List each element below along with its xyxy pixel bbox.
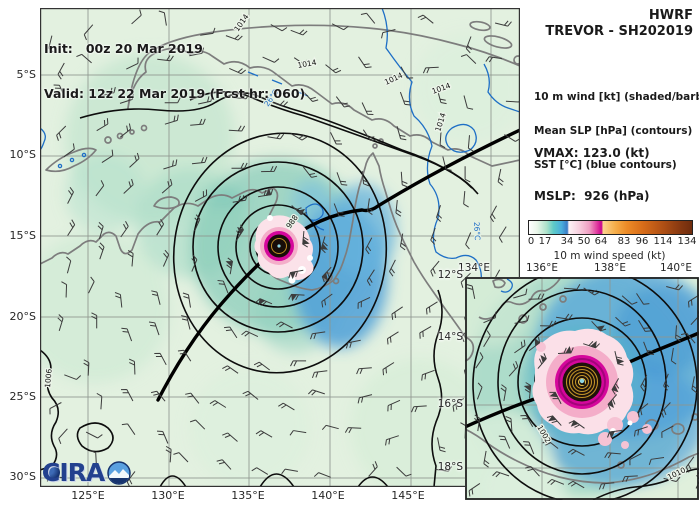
model-name: HWRF [648, 8, 693, 23]
vmax-value: VMAX: 123.0 (kt) [534, 145, 650, 160]
lon-tick: 136°E [526, 262, 558, 274]
globe-icon [43, 464, 60, 481]
lon-tick: 135°E [231, 489, 265, 502]
field-legend: 10 m wind [kt] (shaded/barb) Mean SLP [h… [534, 70, 699, 194]
cbar-tick: 17 [538, 236, 552, 247]
init-time: Init: 00z 20 Mar 2019 [44, 40, 203, 56]
lat-tick: 10°S [9, 148, 36, 161]
sst-label: 26°C [472, 222, 482, 241]
inset-map-border [465, 277, 699, 500]
model-storm-header: HWRF TREVOR - SH202019 [545, 8, 693, 41]
wind-colorbar [528, 220, 693, 235]
cira-logo-text: CIRA [42, 458, 105, 487]
inset-wind-barbs [466, 283, 699, 497]
lat-tick: 14°S [437, 331, 463, 343]
lon-tick: 130°E [151, 489, 185, 502]
lon-tick: 145°E [391, 489, 425, 502]
new-guinea-landmass [127, 24, 521, 167]
init-valid-header: Init: 00z 20 Mar 2019 Valid: 12z 22 Mar … [44, 10, 305, 132]
lon-tick: 140°E [311, 489, 345, 502]
lat-tick: 18°S [437, 461, 463, 473]
lon-tick: 138°E [594, 262, 626, 274]
inset-cyclone-core [532, 328, 652, 449]
main-map-canvas: 1014 1014 1014 1014 1014 988 1006 26°C 2… [20, 7, 525, 498]
storm-track [156, 128, 522, 402]
cbar-tick: 96 [635, 236, 649, 247]
cbar-tick: 134 [677, 236, 697, 247]
lon-tick: 140°E [660, 262, 692, 274]
lat-tick: 16°S [437, 398, 463, 410]
valid-time: Valid: 12z 22 Mar 2019 (Fcst hr: 060) [44, 86, 306, 102]
inset-map-canvas: 1002 1010 [445, 266, 699, 505]
slp-label: 1006 [43, 368, 54, 388]
cyclone-core [254, 215, 314, 284]
cbar-tick: 50 [577, 236, 591, 247]
cbar-tick: 64 [594, 236, 608, 247]
storm-vitals: VMAX: 123.0 (kt) MSLP: 926 (hPa) [534, 117, 650, 232]
cyclone-eye [277, 244, 281, 248]
main-map: 1014 1014 1014 1014 1014 988 1006 26°C 2… [20, 7, 525, 498]
lat-tick: 15°S [9, 229, 36, 242]
main-map-border [39, 7, 521, 488]
cbar-tick: 83 [617, 236, 631, 247]
cbar-tick: 0 [527, 236, 535, 247]
lat-tick: 12°S [437, 269, 463, 281]
inset-zoom-map: 1002 1010 [445, 266, 699, 505]
cbar-tick: 114 [653, 236, 673, 247]
mslp-value: MSLP: 926 (hPa) [534, 188, 650, 203]
cira-badge-icon [107, 460, 131, 485]
storm-name: TREVOR - SH202019 [545, 24, 693, 40]
legend-slp: Mean SLP [hPa] (contours) [534, 125, 693, 138]
lat-tick: 5°S [16, 68, 36, 81]
cbar-tick: 34 [560, 236, 574, 247]
lat-tick: 25°S [9, 390, 36, 403]
legend-sst: SST [°C] (blue contours) [534, 159, 677, 172]
legend-wind: 10 m wind [kt] (shaded/barb) [534, 91, 699, 104]
lat-tick: 20°S [9, 310, 36, 323]
wind-barbs [46, 9, 523, 488]
inset-sst-contour [500, 278, 513, 293]
lon-tick: 125°E [71, 489, 105, 502]
colorbar-title: 10 m wind speed (kt) [553, 250, 666, 262]
cira-logo: CIRA [42, 460, 131, 485]
lon-tick: 134°E [458, 262, 490, 274]
lat-tick: 30°S [9, 470, 36, 483]
inset-cyclone-eye [579, 378, 585, 384]
